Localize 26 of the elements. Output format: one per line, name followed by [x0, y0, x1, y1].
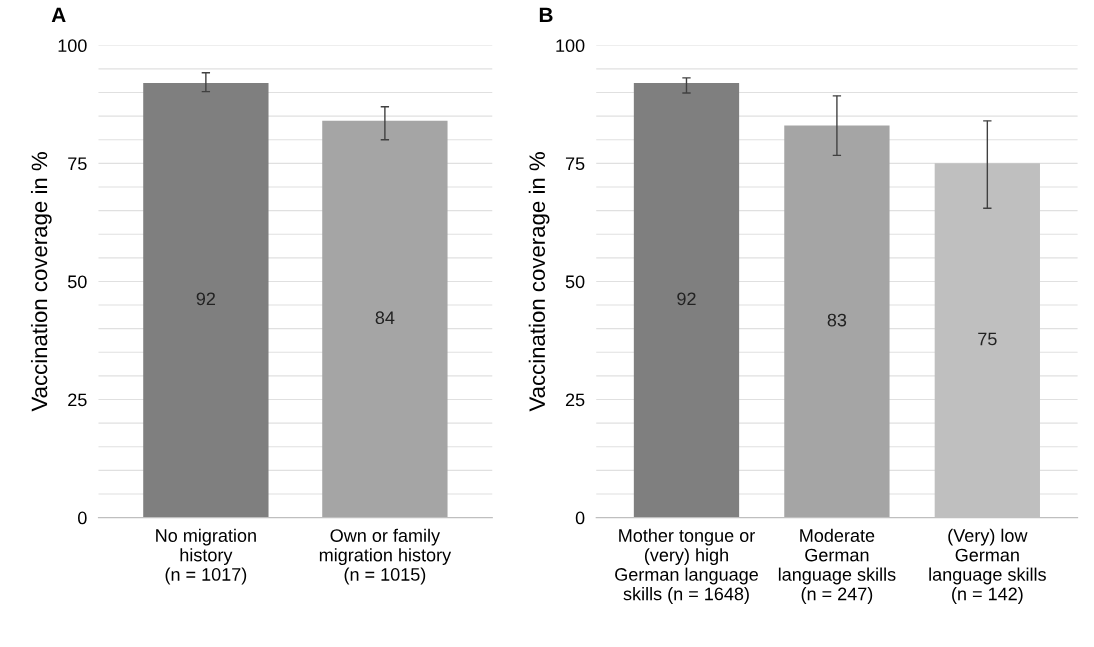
data-label: 83	[827, 313, 847, 327]
x-tick-label: Own or family migration history (n = 1015)	[319, 528, 452, 585]
y-axis-title: Vaccination coverage in %	[30, 152, 52, 412]
x-tick-label: Mother tongue or (very) high German language skills (n = 1648)	[615, 528, 758, 604]
chart-title: B	[539, 7, 553, 23]
y-tick-label: 50	[67, 275, 87, 289]
x-tick-label: No migration history (n = 1017)	[156, 528, 256, 585]
y-tick-label: 100	[58, 39, 87, 53]
data-label: 84	[375, 311, 395, 325]
y-tick-label: 50	[565, 275, 585, 289]
y-tick-label: 0	[78, 511, 87, 525]
y-tick-label: 75	[68, 157, 87, 171]
chart-title: A	[51, 7, 66, 23]
y-tick-label: 100	[556, 39, 585, 53]
x-tick-label: Moderate German language skills (n = 247)	[778, 528, 896, 604]
y-axis-title: Vaccination coverage in %	[528, 152, 550, 412]
data-label: 92	[677, 292, 696, 306]
data-label: 92	[196, 292, 216, 306]
bar	[633, 83, 740, 518]
y-tick-label: 0	[575, 511, 585, 525]
y-tick-label: 75	[565, 157, 585, 171]
bar	[784, 125, 890, 518]
y-tick-label: 25	[68, 393, 87, 407]
data-label: 75	[978, 332, 997, 346]
x-tick-label: (Very) low German language skills (n = 142)	[929, 528, 1046, 604]
y-tick-label: 25	[565, 393, 585, 407]
